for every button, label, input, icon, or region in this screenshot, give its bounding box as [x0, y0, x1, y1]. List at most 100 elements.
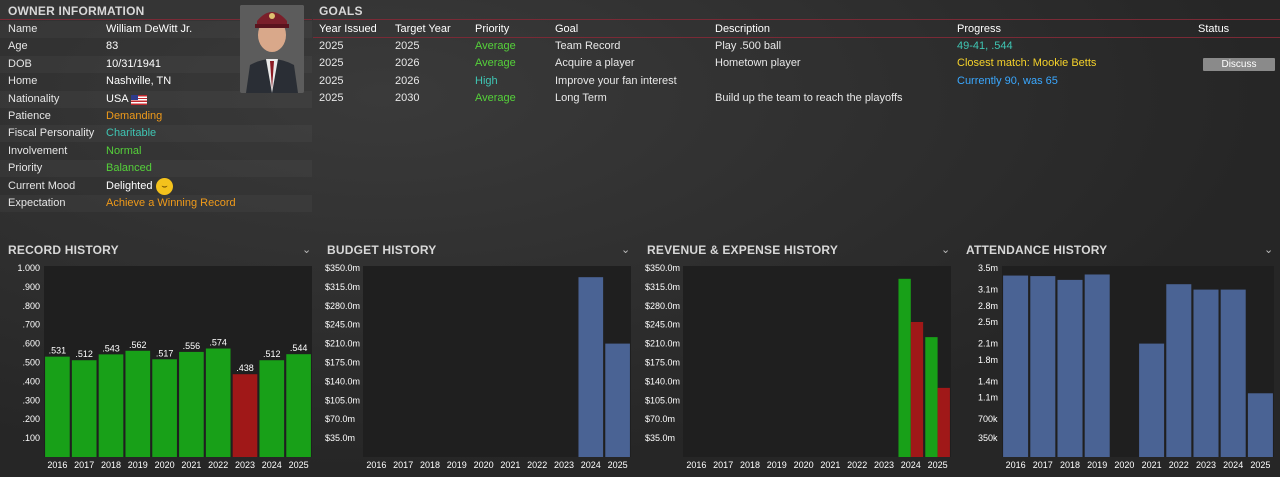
revenue-expense-history-plot: $350.0m $315.0m $280.0m $245.0m $210.0m $175.…	[645, 263, 951, 470]
x-tick-label: 2020	[474, 460, 494, 470]
y-tick-label: 2.1m	[978, 339, 998, 349]
attendance-history-plot: 3.5m 3.1m 2.8m 2.5m 2.1m 1.8m 1.4m 1.1m 700k 350k…	[978, 263, 1274, 470]
x-tick-label: 2022	[208, 460, 228, 470]
x-tick-label: 2019	[128, 460, 148, 470]
x-tick-label: 2016	[686, 460, 706, 470]
owner-portrait	[240, 5, 304, 93]
x-tick-label: 2025	[608, 460, 628, 470]
bar	[1193, 289, 1219, 457]
owner-information-panel: OWNER INFORMATION Name William DeWitt Jr.…	[0, 0, 312, 212]
goals-table-header: Year Issued Target Year Priority Goal De…	[313, 23, 1280, 38]
attendance-history-title: ATTENDANCE HISTORY	[966, 243, 1108, 257]
data-label: .544	[290, 343, 308, 353]
goal-priority: Average	[475, 92, 516, 105]
goal-progress: 49-41, .544	[957, 40, 1013, 52]
data-label: .556	[183, 341, 201, 351]
goal-year-issued: 2025	[319, 40, 344, 52]
bar	[1247, 393, 1273, 457]
goal-priority: Average	[475, 57, 516, 70]
goal-progress: Closest match: Mookie Betts	[957, 57, 1097, 70]
y-tick-label: $105.0m	[645, 395, 680, 405]
owner-row: Current Mood Delighted ⌣	[0, 177, 312, 195]
x-tick-label: 2017	[713, 460, 733, 470]
owner-row-value: Achieve a Winning Record	[106, 197, 236, 209]
bar	[1220, 289, 1246, 457]
chevron-down-icon[interactable]: ⌄	[302, 244, 312, 256]
header-description: Description	[715, 23, 771, 35]
bar	[71, 360, 97, 457]
owner-row-value: USA	[106, 92, 129, 105]
bar	[925, 337, 938, 457]
data-label: .512	[263, 349, 281, 359]
y-tick-label: $175.0m	[645, 358, 680, 368]
x-tick-label: 2018	[420, 460, 440, 470]
owner-row: Nationality USA	[0, 91, 312, 108]
y-tick-label: $70.0m	[645, 414, 675, 424]
goal-year-issued: 2025	[319, 57, 344, 70]
chevron-down-icon[interactable]: ⌄	[941, 244, 951, 256]
x-tick-label: 2022	[847, 460, 867, 470]
revenue-expense-history-chart: REVENUE & EXPENSE HISTORY ⌄ $350.0m $315.…	[639, 239, 957, 477]
y-tick-label: 700k	[978, 414, 998, 424]
y-tick-label: $280.0m	[645, 301, 680, 311]
owner-row-label: Home	[8, 75, 38, 88]
header-year-issued: Year Issued	[319, 23, 377, 35]
owner-row-label: Current Mood	[8, 179, 76, 192]
budget-history-chart: BUDGET HISTORY ⌄ $350.0m $315.0m $280.0m $2…	[319, 239, 637, 477]
goals-panel-title: GOALS	[313, 0, 1280, 20]
x-tick-label: 2019	[447, 460, 467, 470]
y-tick-label: 3.1m	[978, 285, 998, 295]
goal-target-year: 2030	[395, 92, 420, 105]
attendance-history-chart: ATTENDANCE HISTORY ⌄ 3.5m 3.1m 2.8m 2.5m 2.1…	[958, 239, 1280, 477]
x-tick-label: 2025	[928, 460, 948, 470]
owner-row-label: Priority	[8, 162, 43, 175]
owner-row-value: Demanding	[106, 110, 163, 122]
goal-name: Team Record	[555, 40, 621, 52]
owner-row-label: Name	[8, 23, 38, 35]
discuss-button[interactable]: Discuss	[1203, 58, 1275, 72]
header-status: Status	[1198, 23, 1230, 35]
y-tick-label: $280.0m	[325, 301, 360, 311]
x-tick-label: 2024	[1223, 460, 1243, 470]
y-tick-label: .100	[22, 433, 40, 443]
goal-name: Long Term	[555, 92, 607, 105]
bar	[45, 356, 70, 457]
y-tick-label: 1.1m	[978, 393, 998, 403]
y-tick-label: 1.8m	[978, 355, 998, 365]
x-tick-label: 2021	[820, 460, 840, 470]
x-tick-label: 2019	[1087, 460, 1107, 470]
chevron-down-icon[interactable]: ⌄	[1264, 244, 1274, 256]
owner-row: DOB 10/31/1941	[0, 56, 312, 73]
usa-flag-icon	[131, 94, 147, 105]
record-history-chart: RECORD HISTORY ⌄ 1.000 .900 .800 .700 .600 .5…	[0, 239, 318, 477]
y-tick-label: $70.0m	[325, 414, 355, 424]
x-tick-label: 2020	[155, 460, 175, 470]
owner-row: Involvement Normal	[0, 143, 312, 160]
y-tick-label: 1.000	[17, 263, 40, 273]
chevron-down-icon[interactable]: ⌄	[621, 244, 631, 256]
owner-row-value: 83	[106, 40, 119, 53]
x-tick-label: 2024	[581, 460, 601, 470]
y-tick-label: .800	[22, 301, 40, 311]
owner-row: Age 83	[0, 38, 312, 55]
x-tick-label: 2017	[74, 460, 94, 470]
y-tick-label: $35.0m	[645, 433, 675, 443]
bar	[1139, 343, 1165, 457]
data-label: .512	[75, 349, 93, 359]
y-tick-label: 2.8m	[978, 301, 998, 311]
x-tick-label: 2023	[1196, 460, 1216, 470]
y-tick-label: .700	[22, 320, 40, 330]
x-tick-label: 2025	[1250, 460, 1270, 470]
goal-progress: Currently 90, was 65	[957, 74, 1058, 87]
bar	[578, 277, 604, 457]
owner-portrait-image	[240, 5, 304, 93]
y-tick-label: 1.4m	[978, 376, 998, 386]
bar	[232, 374, 258, 457]
owner-row-label: Involvement	[8, 144, 68, 157]
bar	[1003, 275, 1029, 457]
bar	[152, 359, 177, 457]
bar	[98, 354, 124, 457]
x-tick-label: 2018	[101, 460, 121, 470]
x-tick-label: 2020	[794, 460, 814, 470]
x-tick-label: 2017	[393, 460, 413, 470]
